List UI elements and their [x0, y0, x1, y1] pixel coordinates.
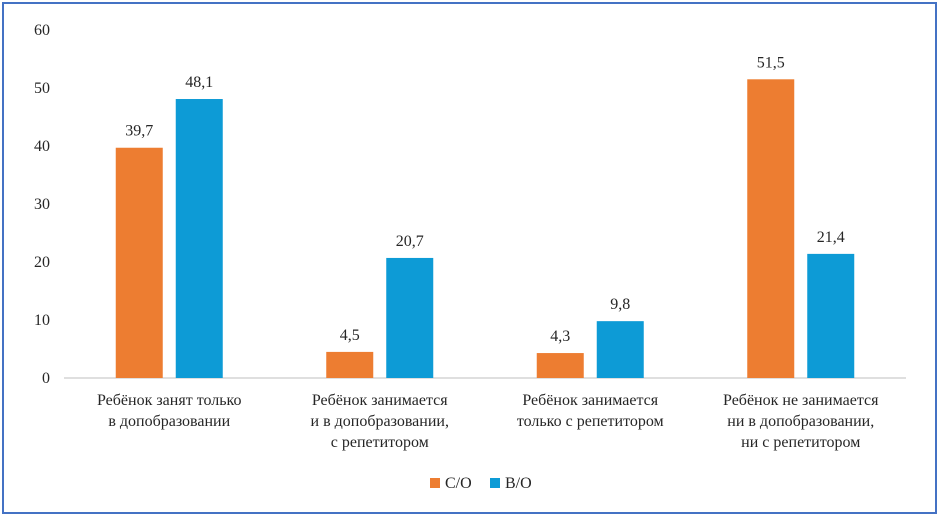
y-tick-label: 30	[34, 196, 50, 213]
legend-swatch	[490, 478, 500, 488]
bar	[386, 257, 434, 378]
bar	[536, 353, 584, 378]
legend-swatch	[430, 478, 440, 488]
bar	[115, 147, 163, 378]
bar	[747, 79, 795, 379]
data-label: 20,7	[396, 233, 424, 250]
y-tick-label: 10	[34, 312, 50, 329]
data-label: 4,3	[550, 328, 570, 345]
x-category-label: только с репетитором	[517, 413, 664, 430]
bar	[596, 321, 644, 378]
bar	[175, 99, 223, 379]
bar	[326, 351, 374, 378]
data-label: 39,7	[125, 123, 153, 140]
data-label: 21,4	[817, 229, 845, 246]
legend-label: В/О	[505, 475, 532, 492]
data-label: 9,8	[610, 296, 630, 313]
x-category-label: ни в допобразовании,	[727, 413, 874, 430]
x-category-label: с репетитором	[331, 434, 429, 451]
legend-label: С/О	[445, 475, 472, 492]
bar	[807, 253, 855, 378]
y-tick-label: 0	[42, 370, 50, 387]
y-tick-label: 20	[34, 254, 50, 271]
data-label: 48,1	[185, 74, 213, 91]
x-category-label: Ребёнок занят только	[97, 392, 242, 409]
x-category-label: в допобразовании	[108, 413, 230, 430]
data-label: 4,5	[340, 327, 360, 344]
x-category-label: Ребёнок не занимается	[723, 392, 879, 409]
y-tick-label: 40	[34, 138, 50, 155]
y-tick-label: 50	[34, 80, 50, 97]
x-category-label: Ребёнок занимается	[312, 392, 448, 409]
y-tick-label: 60	[34, 22, 50, 39]
data-label: 51,5	[757, 54, 785, 71]
x-category-label: Ребёнок занимается	[522, 392, 658, 409]
x-category-label: ни с репетитором	[741, 434, 860, 451]
x-category-label: и в допобразовании,	[311, 413, 449, 430]
